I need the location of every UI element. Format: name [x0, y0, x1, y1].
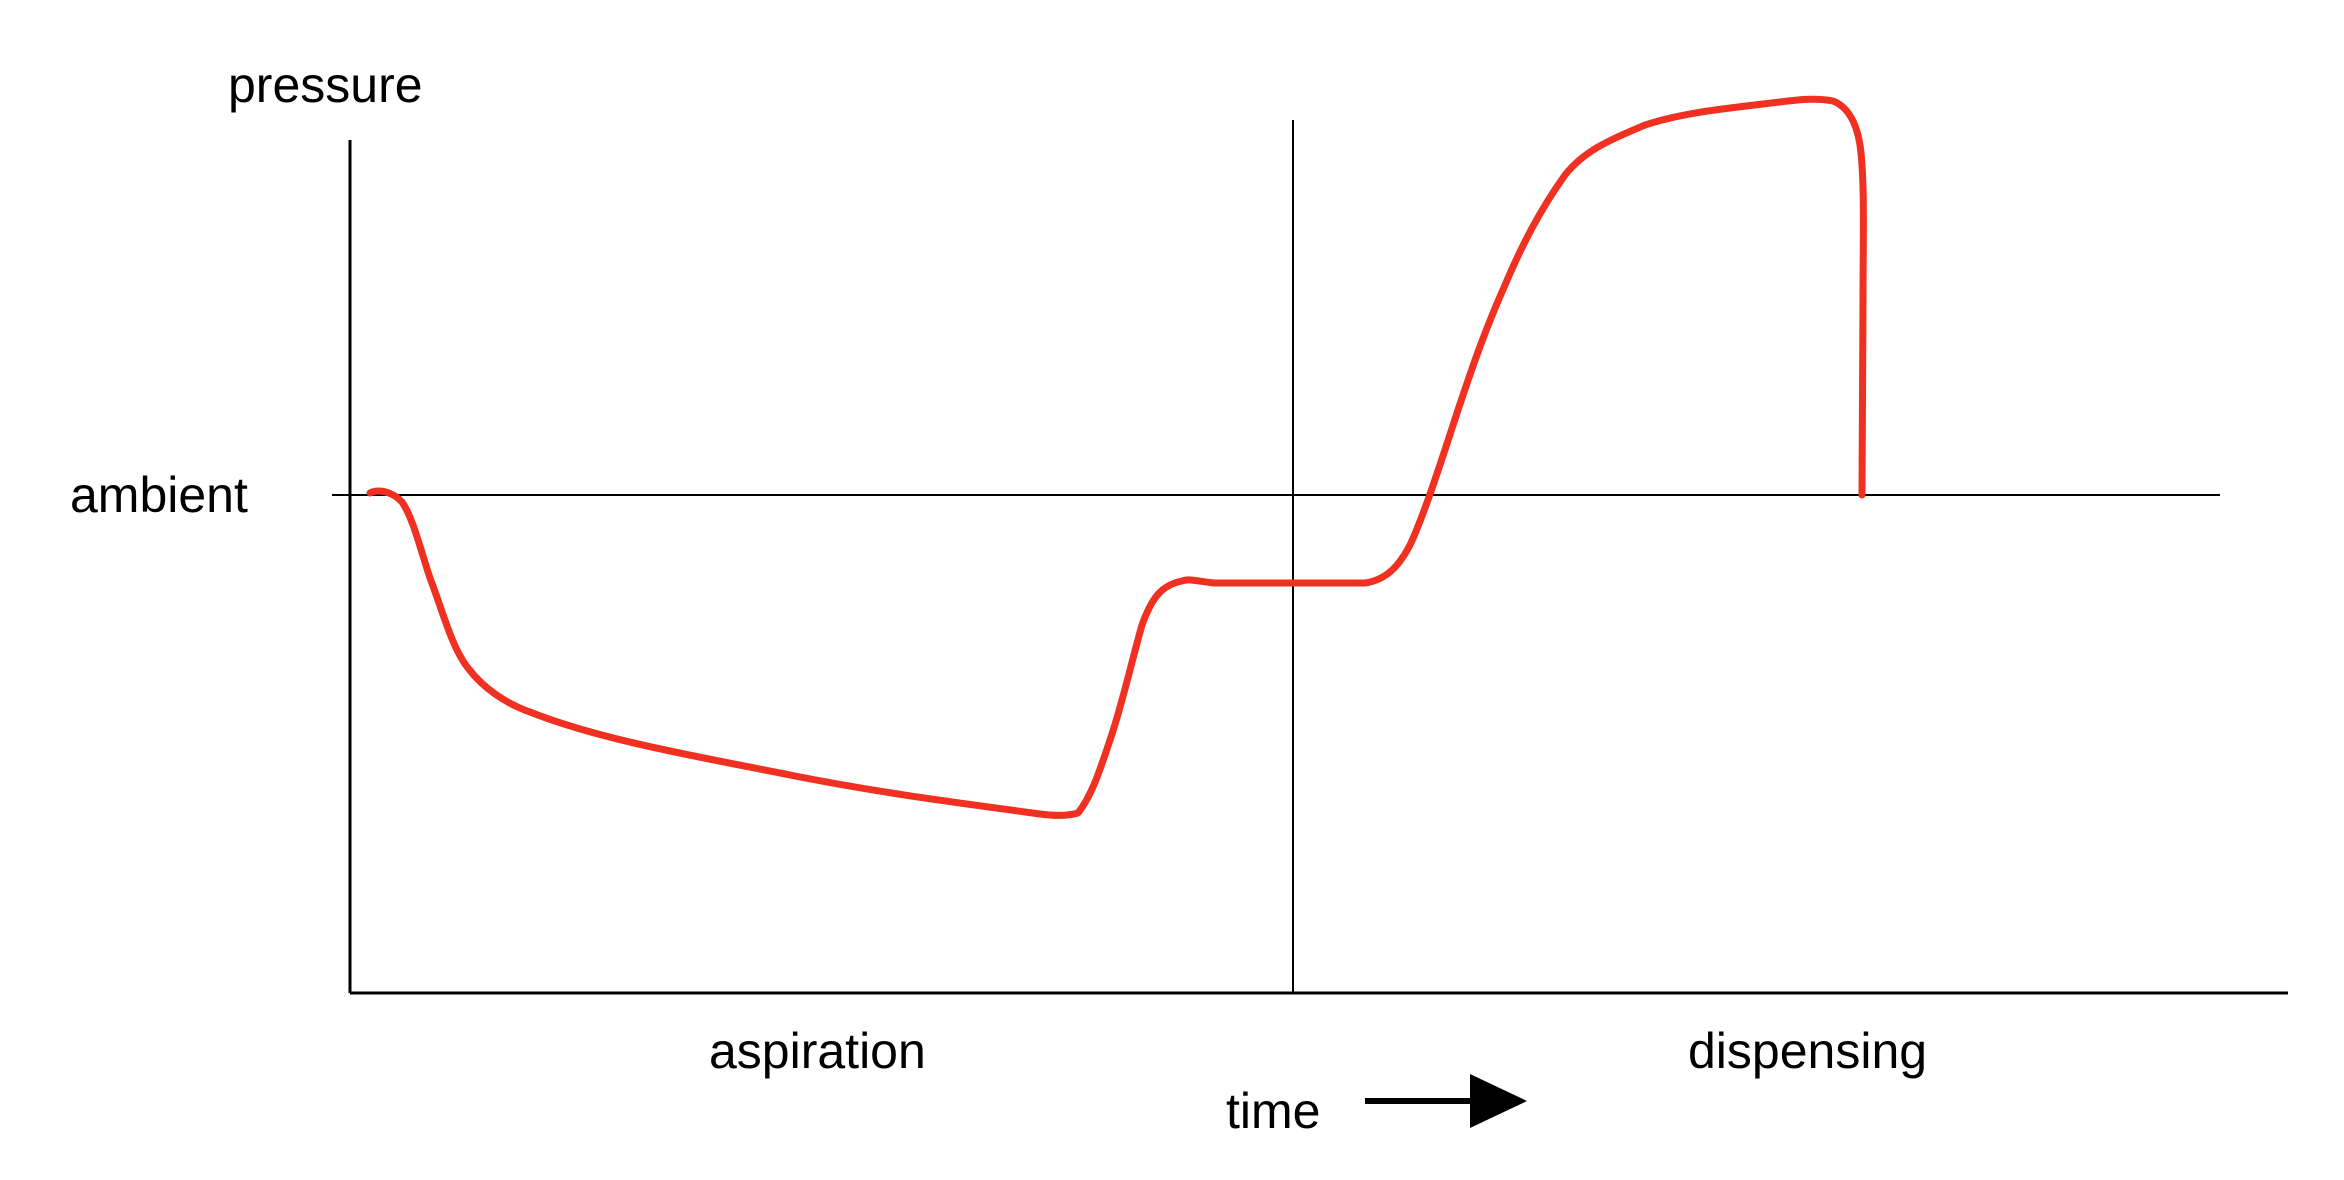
arrow-right-icon — [1365, 1074, 1527, 1128]
y-axis-label: pressure — [228, 57, 423, 113]
ambient-label: ambient — [70, 467, 248, 523]
aspiration-label: aspiration — [709, 1023, 926, 1079]
dispensing-label: dispensing — [1688, 1023, 1927, 1079]
pressure-curve — [366, 95, 1867, 819]
x-axis-label: time — [1226, 1083, 1320, 1139]
